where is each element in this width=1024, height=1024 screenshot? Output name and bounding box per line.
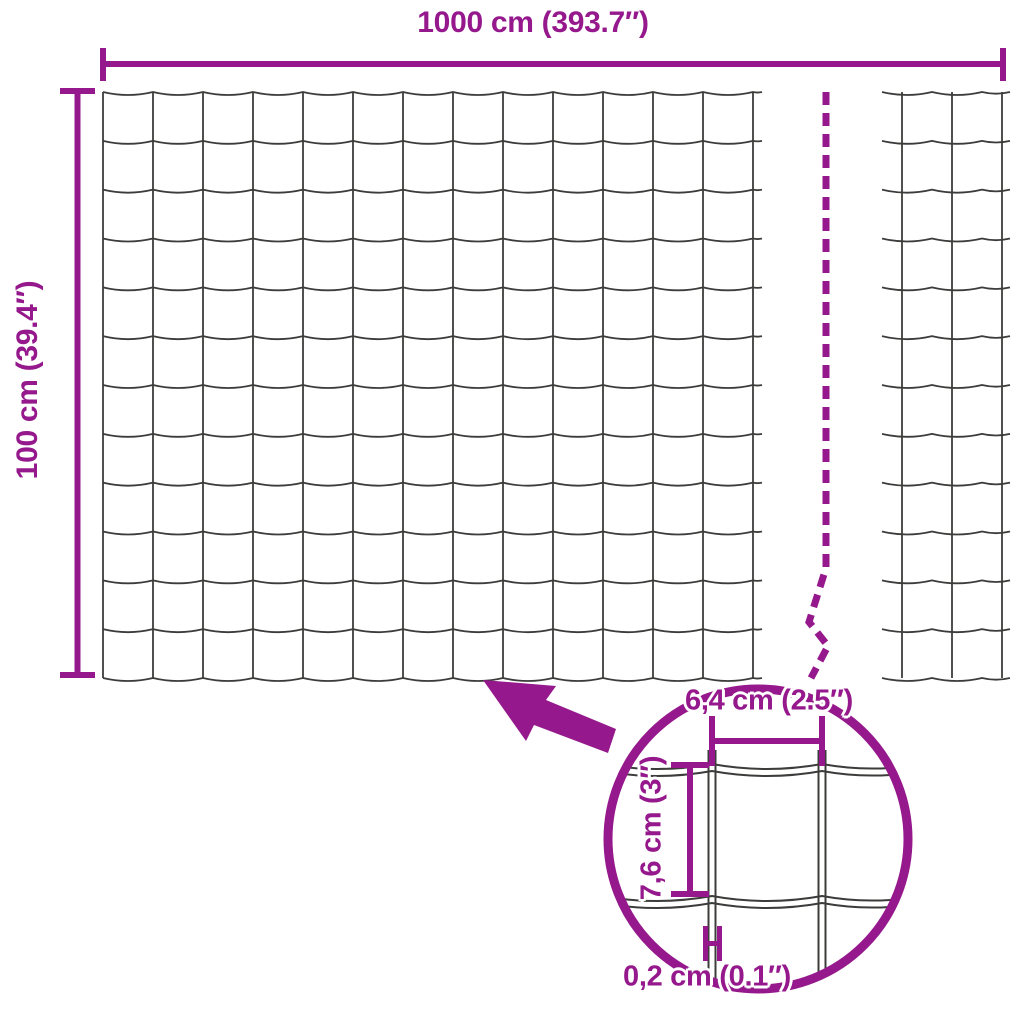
height-dimension-line [60,88,95,678]
detail-mesh-height-dimension [671,762,709,897]
zoom-arrow-icon [483,680,616,753]
detail-circle [603,684,913,994]
detail-mesh-wires [612,750,904,985]
detail-mesh-width-label: 6,4 cm (2.5″) [685,684,853,717]
width-dimension-line [100,48,1006,81]
length-break-dashed-line [805,92,833,680]
fence-mesh-right-section [881,91,1011,682]
detail-mesh-height-label: 7,6 cm (3″) [635,755,668,901]
height-dimension-label: 100 cm (39.4″) [11,280,44,480]
detail-wire-thickness-label: 0,2 cm (0.1″) [623,960,791,993]
detail-mesh-width-dimension [709,716,825,766]
fence-mesh-main [102,91,763,682]
width-dimension-label: 1000 cm (393.7″) [417,6,649,39]
wire-thickness-marker [703,926,722,961]
